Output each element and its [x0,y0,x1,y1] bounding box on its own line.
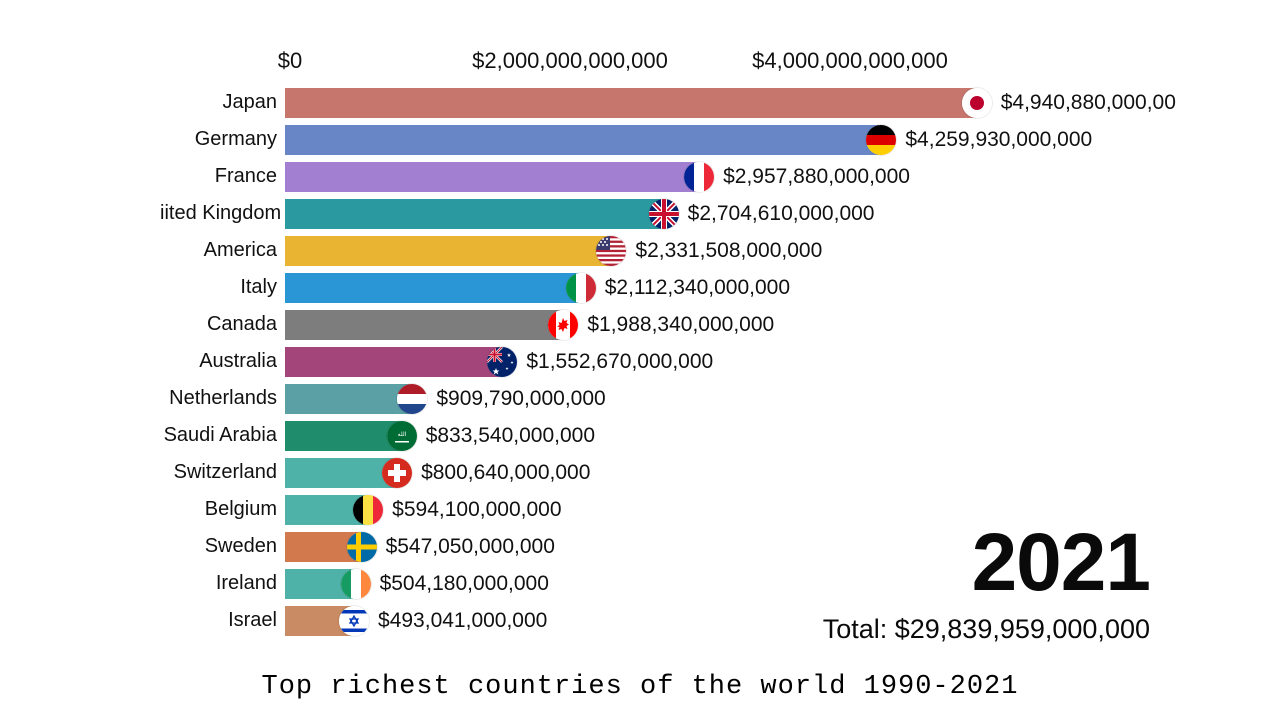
ca-flag-icon [548,310,578,340]
country-label: Germany [160,128,285,151]
jp-flag-icon [962,88,992,118]
country-label: Saudi Arabia [160,424,285,447]
fr-flag-icon [684,162,714,192]
bar [285,125,881,155]
country-label: Sweden [160,535,285,558]
bar: الله [285,421,402,451]
ch-flag-icon [382,458,412,488]
axis-tick: $4,000,000,000,000 [752,48,948,74]
country-label: America [160,239,285,262]
country-label: Netherlands [160,387,285,410]
bar-value: $2,112,340,000,000 [605,276,790,300]
bar-row: Japan$4,940,880,000,00 [160,84,1160,121]
country-label: Canada [160,313,285,336]
it-flag-icon [566,273,596,303]
bar-value: $909,790,000,000 [436,387,605,411]
country-label: iited Kingdom [160,202,285,225]
bar-value: $2,704,610,000,000 [688,202,875,226]
bar [285,606,354,636]
bar-row: Netherlands $909,790,000,000 [160,380,1160,417]
bar-row: Australia $1,552,670,000,000 [160,343,1160,380]
svg-text:الله: الله [397,431,406,438]
bar-value: $833,540,000,000 [426,424,595,448]
de-flag-icon [866,125,896,155]
bar-value: $4,259,930,000,000 [905,128,1092,152]
axis-tick: $0 [278,48,302,74]
bar-value: $547,050,000,000 [386,535,555,559]
country-label: Switzerland [160,461,285,484]
bar [285,273,581,303]
bar-row: Saudi Arabiaالله$833,540,000,000 [160,417,1160,454]
total-label: Total: $29,839,959,000,000 [823,614,1150,645]
country-label: Belgium [160,498,285,521]
bar [285,384,412,414]
bar-row: Italy $2,112,340,000,000 [160,269,1160,306]
bar-row: Germany $4,259,930,000,000 [160,121,1160,158]
bar-value: $4,940,880,000,00 [1001,91,1176,115]
bar-value: $2,957,880,000,000 [723,165,910,189]
bar [285,199,664,229]
country-label: Italy [160,276,285,299]
bar-row: Canada $1,988,340,000,000 [160,306,1160,343]
nl-flag-icon [397,384,427,414]
country-label: Ireland [160,572,285,595]
bar-row: Switzerland $800,640,000,000 [160,454,1160,491]
sa-flag-icon: الله [387,421,417,451]
us-flag-icon [596,236,626,266]
be-flag-icon [353,495,383,525]
x-axis: $0$2,000,000,000,000$4,000,000,000,000 [290,48,1160,78]
bar [285,532,362,562]
chart-caption: Top richest countries of the world 1990-… [0,672,1280,702]
bar [285,495,368,525]
country-label: France [160,165,285,188]
bar [285,236,611,266]
country-label: Japan [160,91,285,114]
se-flag-icon [347,532,377,562]
bar [285,458,397,488]
bar [285,347,502,377]
bar-value: $504,180,000,000 [380,572,549,596]
au-flag-icon [487,347,517,377]
bar-row: iited Kingdom $2,704,610,000,000 [160,195,1160,232]
bar-value: $594,100,000,000 [392,498,561,522]
gb-flag-icon [649,199,679,229]
il-flag-icon [339,606,369,636]
bar [285,569,356,599]
bar [285,88,977,118]
bar-value: $1,988,340,000,000 [587,313,774,337]
year-label: 2021 [972,516,1150,610]
country-label: Australia [160,350,285,373]
bar-value: $493,041,000,000 [378,609,547,633]
bar-value: $1,552,670,000,000 [526,350,713,374]
bar-value: $800,640,000,000 [421,461,590,485]
axis-tick: $2,000,000,000,000 [472,48,668,74]
ie-flag-icon [341,569,371,599]
bar [285,310,563,340]
bar-row: France $2,957,880,000,000 [160,158,1160,195]
bar-row: America $2,331,508,000,000 [160,232,1160,269]
bar [285,162,699,192]
bar-value: $2,331,508,000,000 [635,239,822,263]
country-label: Israel [160,609,285,632]
